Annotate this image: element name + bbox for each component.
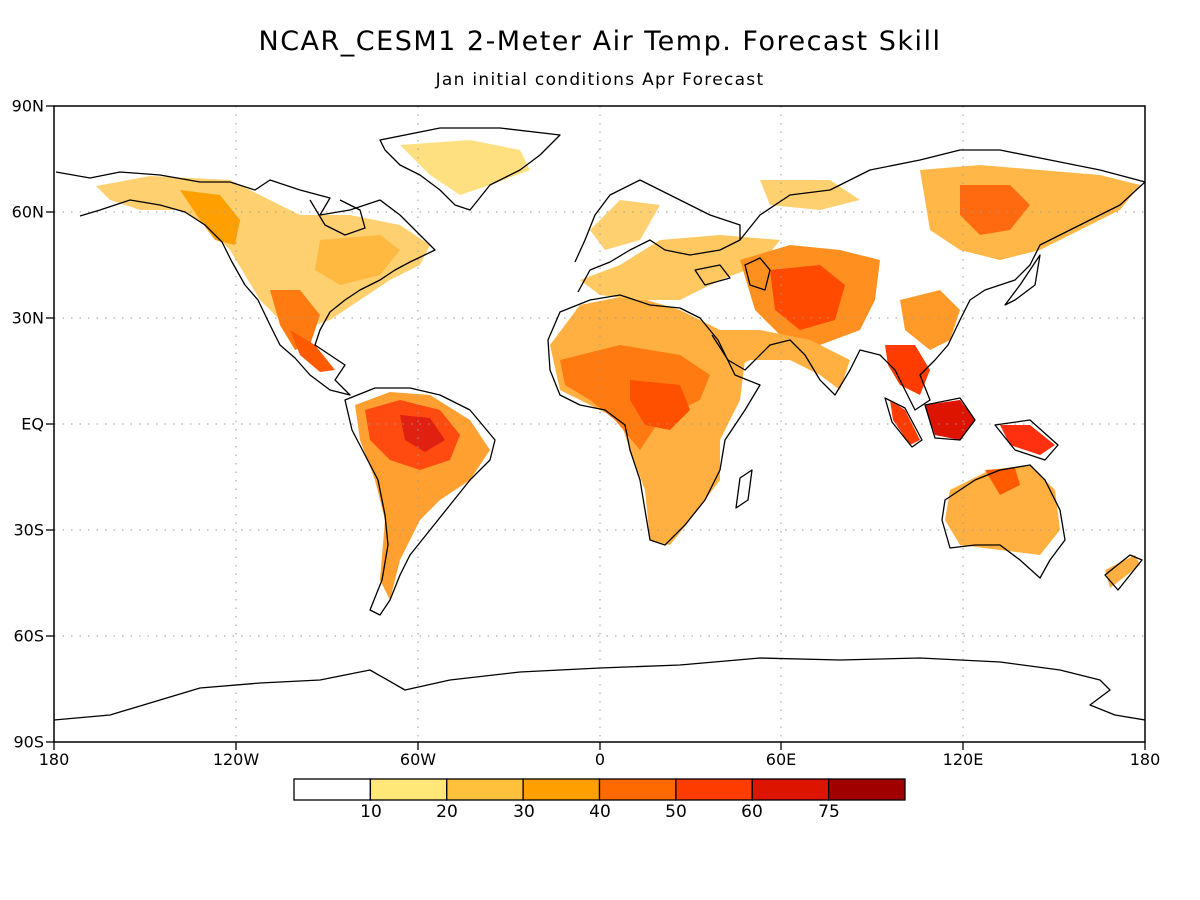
- colorbar-swatch: [446, 778, 524, 801]
- shading-na-core: [180, 190, 240, 245]
- coast-caspian: [744, 257, 771, 291]
- y-tick-label: 90S: [13, 732, 44, 752]
- shading-greenland: [400, 140, 530, 195]
- shading-australia: [945, 465, 1060, 555]
- colorbar-label: 60: [741, 802, 763, 822]
- coast-australia: [941, 464, 1066, 579]
- graticule: [54, 106, 1145, 742]
- y-tick-label: EQ: [21, 414, 44, 434]
- shading-india: [720, 330, 850, 390]
- coast-north-america: [55, 171, 436, 396]
- coast-new-zealand: [1104, 554, 1143, 591]
- shading-north-america: [96, 176, 430, 330]
- coast-hudson-bay: [309, 199, 366, 236]
- coast-sumatra: [884, 397, 923, 448]
- shading-europe: [580, 235, 780, 300]
- y-tick-label: 90N: [11, 96, 44, 116]
- colorbar-label: 40: [589, 802, 611, 822]
- colorbar-swatch: [293, 778, 372, 801]
- shading-mexico: [290, 330, 335, 372]
- shading-indochina: [885, 345, 930, 395]
- shading-tibet-core: [770, 265, 845, 330]
- coastlines: [54, 127, 1145, 721]
- coast-borneo: [924, 397, 976, 441]
- y-tick-label: 30S: [13, 520, 44, 540]
- colorbar-swatch: [522, 778, 601, 801]
- shading-siberia: [920, 165, 1140, 260]
- shading-australia-core: [985, 468, 1020, 495]
- x-tick-label: 0: [594, 750, 606, 769]
- colorbar-swatch: [369, 778, 448, 801]
- x-tick-label: 60W: [399, 750, 437, 769]
- coast-antarctica: [54, 657, 1145, 721]
- coast-greenland: [379, 127, 561, 211]
- colorbar-label: 30: [513, 802, 535, 822]
- y-tick-label: 60S: [13, 626, 44, 646]
- skill-shading: [96, 140, 1140, 600]
- tick-marks: [46, 105, 1146, 750]
- colorbar-swatch: [827, 778, 906, 801]
- x-tick-label: 60E: [765, 750, 797, 769]
- coast-asia: [711, 149, 1145, 411]
- coast-africa: [547, 294, 761, 546]
- shading-nz: [1105, 555, 1140, 588]
- colorbar-label: 75: [818, 802, 840, 822]
- shading-us-east: [315, 235, 400, 285]
- colorbar-label: 50: [665, 802, 687, 822]
- x-tick-label: 180: [38, 750, 70, 769]
- colorbar-swatch: [598, 778, 677, 801]
- colorbar-label: 20: [436, 802, 458, 822]
- colorbar-swatch: [751, 778, 830, 801]
- shading-china-east: [900, 290, 960, 350]
- x-tick-label: 120E: [942, 750, 984, 769]
- coast-europe: [574, 179, 741, 293]
- shading-new-guinea: [1000, 425, 1055, 455]
- shading-na-south: [270, 290, 320, 350]
- coast-south-america: [344, 387, 496, 616]
- colorbar-label: 10: [360, 802, 382, 822]
- y-tick-label: 60N: [11, 202, 44, 222]
- shading-africa-core: [630, 380, 690, 430]
- colorbar-swatch: [675, 778, 753, 801]
- coast-black-sea: [694, 264, 731, 286]
- y-tick-label: 30N: [11, 308, 44, 328]
- coast-madagascar: [735, 469, 753, 509]
- coast-japan: [1004, 254, 1041, 306]
- shading-borneo: [925, 400, 975, 440]
- shading-sumatra: [890, 400, 920, 445]
- shading-siberia-core: [960, 185, 1030, 235]
- map-subtitle: Jan initial conditions Apr Forecast: [435, 70, 765, 90]
- coast-new-guinea: [994, 419, 1059, 461]
- x-tick-label: 120W: [212, 750, 260, 769]
- x-tick-label: 180: [1129, 750, 1161, 769]
- map-title: NCAR_CESM1 2-Meter Air Temp. Forecast Sk…: [258, 26, 942, 57]
- colorbar: [293, 778, 906, 801]
